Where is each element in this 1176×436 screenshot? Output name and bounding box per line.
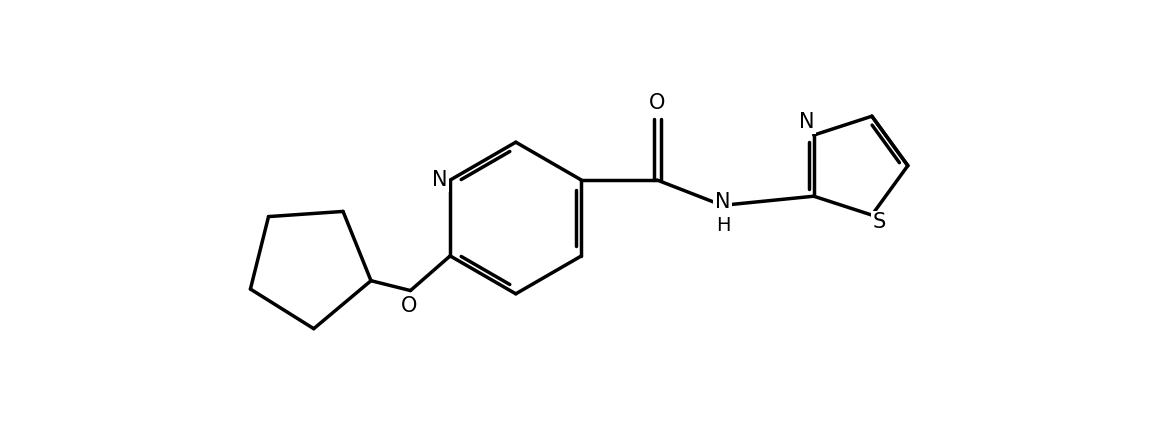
Text: N: N	[432, 170, 447, 190]
Text: H: H	[716, 216, 731, 235]
Text: S: S	[873, 212, 886, 232]
Text: N: N	[715, 192, 730, 212]
Text: O: O	[649, 93, 666, 113]
Text: N: N	[799, 112, 814, 132]
Text: O: O	[401, 296, 417, 317]
